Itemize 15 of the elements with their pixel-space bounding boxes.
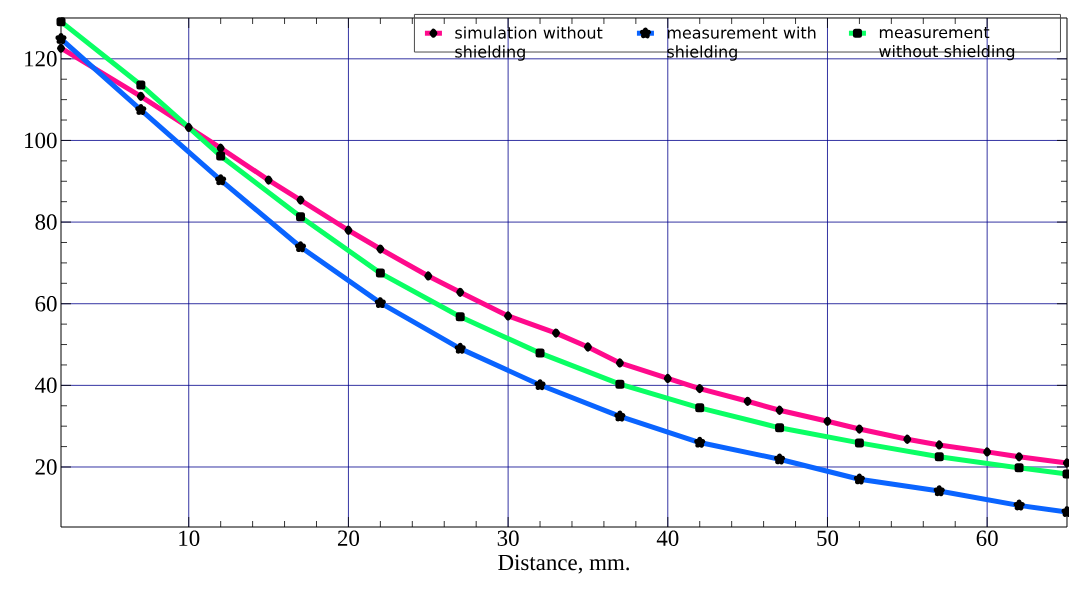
y-tick-label: 80 [35,214,57,230]
y-tick-label: 20 [35,459,57,475]
x-tick-label: 60 [976,530,998,546]
x-tick-label: 30 [497,530,519,546]
y-tick-label: 40 [35,377,57,394]
legend-label: simulation without shielding [455,26,603,61]
y-tick-label: 60 [35,295,57,312]
y-tick-label: 100 [25,132,57,149]
x-tick-label: 50 [817,530,839,546]
x-tick-label: 20 [337,530,360,546]
x-tick-label: 10 [179,530,200,546]
x-tick-label: 40 [656,530,679,546]
y-tick-label: 120 [25,51,57,67]
x-axis-title: Distance, mm. [498,554,629,574]
legend-label: measurement without shielding [879,26,1015,61]
